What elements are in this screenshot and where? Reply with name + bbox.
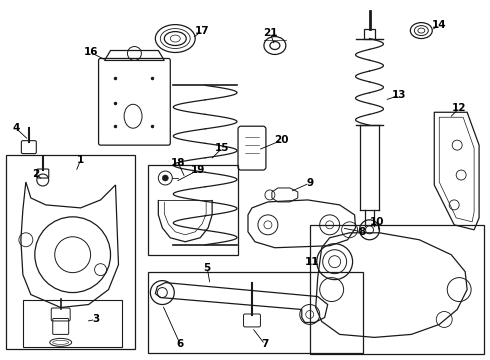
Circle shape [162, 175, 168, 181]
Text: 5: 5 [203, 263, 211, 273]
Text: 11: 11 [304, 257, 319, 267]
Bar [310, 225, 484, 354]
Text: 15: 15 [215, 143, 229, 153]
Text: 10: 10 [370, 217, 385, 227]
Text: 7: 7 [261, 339, 269, 349]
Bar [148, 165, 238, 255]
Text: 4: 4 [12, 123, 20, 133]
Text: 12: 12 [452, 103, 466, 113]
Text: 8: 8 [358, 227, 365, 237]
Text: 19: 19 [191, 165, 205, 175]
Bar [364, 28, 375, 39]
Text: 20: 20 [274, 135, 289, 145]
Text: 13: 13 [392, 90, 407, 100]
Bar [23, 300, 123, 347]
Text: 3: 3 [92, 314, 99, 324]
Text: 6: 6 [176, 339, 184, 349]
Text: 14: 14 [432, 19, 446, 30]
Text: 1: 1 [77, 155, 84, 165]
Bar [6, 155, 135, 349]
Text: 2: 2 [32, 169, 39, 179]
Text: 16: 16 [83, 48, 98, 58]
Bar [148, 272, 363, 353]
Text: 9: 9 [306, 178, 313, 188]
Text: 21: 21 [263, 28, 277, 37]
Text: 17: 17 [195, 26, 210, 36]
Text: 18: 18 [171, 158, 186, 168]
